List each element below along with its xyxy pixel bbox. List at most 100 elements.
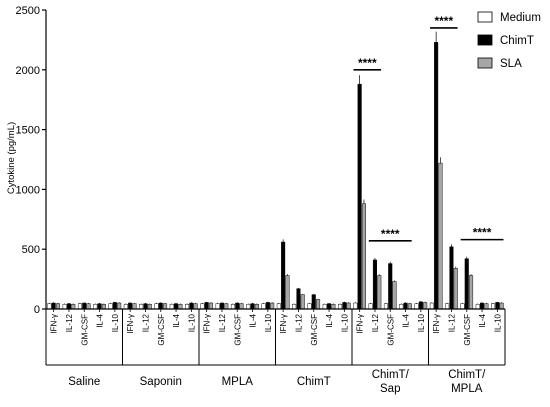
bar-sla [117,302,122,310]
bar-medium [353,302,358,310]
bar-sla [438,162,443,310]
bar-sla [163,303,168,310]
significance-label: **** [473,226,492,240]
bar-medium [139,303,144,310]
y-tick-label: 2500 [16,5,40,17]
bar-medium [368,303,373,310]
cytokine-tick-label: IL-4 [402,313,411,327]
cytokine-tick-label: IFN-γ [279,314,288,334]
bar-medium [154,303,159,310]
bar-sla [361,203,366,310]
bar-chimt [311,294,316,310]
group-label: MPLA [222,376,254,388]
bar-chimt [219,302,224,310]
bar-medium [200,303,205,310]
bar-chimt [281,241,286,310]
y-axis: 0 500 1000 1500 2000 2500 [16,5,47,316]
group-label: Saline [68,376,100,388]
y-tick-label: 1000 [16,184,40,196]
bar-chimt [357,83,362,310]
bar-sla [208,302,213,310]
cytokine-tick-label: GM-CSF [463,314,472,346]
legend-swatch-chimt [477,34,493,46]
bar-marks [47,31,504,310]
bar-sla [316,299,321,310]
cytokine-tick-label: GM-CSF [80,314,89,346]
bar-sla [346,302,351,310]
cytokine-tick-label: IL-4 [325,313,334,327]
bar-chimt [372,259,377,310]
bar-chimt [158,302,163,310]
cytokine-tick-label: IL-10 [111,313,120,332]
bar-medium [276,303,281,310]
cytokine-tick-label: IL-12 [218,313,227,332]
bar-sla [239,303,244,310]
bar-chimt [464,258,469,310]
significance-annotations: **** **** **** **** [353,14,504,242]
cytokine-tick-label: IL-10 [187,313,196,332]
bar-sla [71,303,76,310]
bar-medium [383,303,388,310]
bar-chimt [51,302,56,310]
cytokine-tick-label: IFN-γ [203,314,212,334]
bar-medium [475,303,480,310]
bar-sla [285,275,290,310]
bar-medium [429,302,434,310]
y-tick-label: 0 [34,304,40,316]
bar-chimt [296,288,301,310]
bar-sla [132,303,137,310]
bar-chimt [449,246,454,310]
bar-chimt [403,302,408,310]
bar-sla [101,303,106,310]
bar-medium [77,303,82,310]
bar-chimt [495,302,500,310]
cytokine-tick-label: IL-10 [493,313,502,332]
bar-medium [185,303,190,310]
legend-label-chimt: ChimT [500,35,534,47]
bar-sla [254,303,259,310]
bar-medium [62,303,67,310]
bar-medium [108,303,113,310]
legend-label-sla: SLA [500,58,522,70]
bar-medium [47,303,52,310]
cytokine-tick-label: GM-CSF [233,314,242,346]
bar-sla [55,303,60,310]
bar-medium [246,303,251,310]
bar-chimt [143,303,148,310]
cytokine-tick-label: IL-10 [340,313,349,332]
bar-chimt [434,42,439,310]
bar-chimt [82,302,87,310]
bar-chimt [480,302,485,310]
y-axis-label: Cytokine (pg/mL) [6,122,17,194]
cytokine-tick-label: IL-10 [264,313,273,332]
cytokine-tick-label: IFN-γ [432,314,441,334]
bar-sla [407,303,412,310]
bar-medium [307,303,312,310]
bar-chimt [128,302,133,310]
bar-medium [292,303,297,310]
bar-sla [270,302,275,310]
bar-medium [399,303,404,310]
significance-label: **** [434,14,453,28]
cytokine-tick-label: IL-4 [478,313,487,327]
bar-sla [377,275,382,310]
bar-sla [469,275,474,310]
group-label: ChimT [297,376,331,388]
bar-medium [338,303,343,310]
cytokine-tick-label: IL-12 [65,313,74,332]
bar-medium [230,303,235,310]
bar-medium [445,303,450,310]
cytokine-tick-label: IL-4 [172,313,181,327]
bar-chimt [388,263,393,310]
bar-medium [322,303,327,310]
bar-sla [499,302,504,310]
cytokine-tick-label: IL-4 [96,313,105,327]
y-tick-label: 1500 [16,125,40,137]
cytokine-tick-label: IFN-γ [126,314,135,334]
bar-chimt [66,303,71,310]
bar-medium [93,303,98,310]
cytokine-tick-label: GM-CSF [310,314,319,346]
cytokine-tick-label: IL-12 [371,313,380,332]
group-label: Saponin [140,376,182,388]
